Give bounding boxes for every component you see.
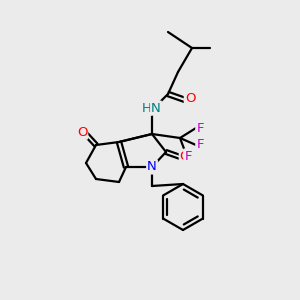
Text: F: F: [184, 149, 192, 163]
Text: O: O: [185, 92, 195, 104]
Text: F: F: [196, 122, 204, 134]
Text: N: N: [147, 160, 157, 173]
Text: O: O: [77, 125, 87, 139]
Text: F: F: [196, 139, 204, 152]
Text: H: H: [142, 101, 152, 115]
Text: N: N: [151, 101, 161, 115]
Text: O: O: [180, 151, 190, 164]
